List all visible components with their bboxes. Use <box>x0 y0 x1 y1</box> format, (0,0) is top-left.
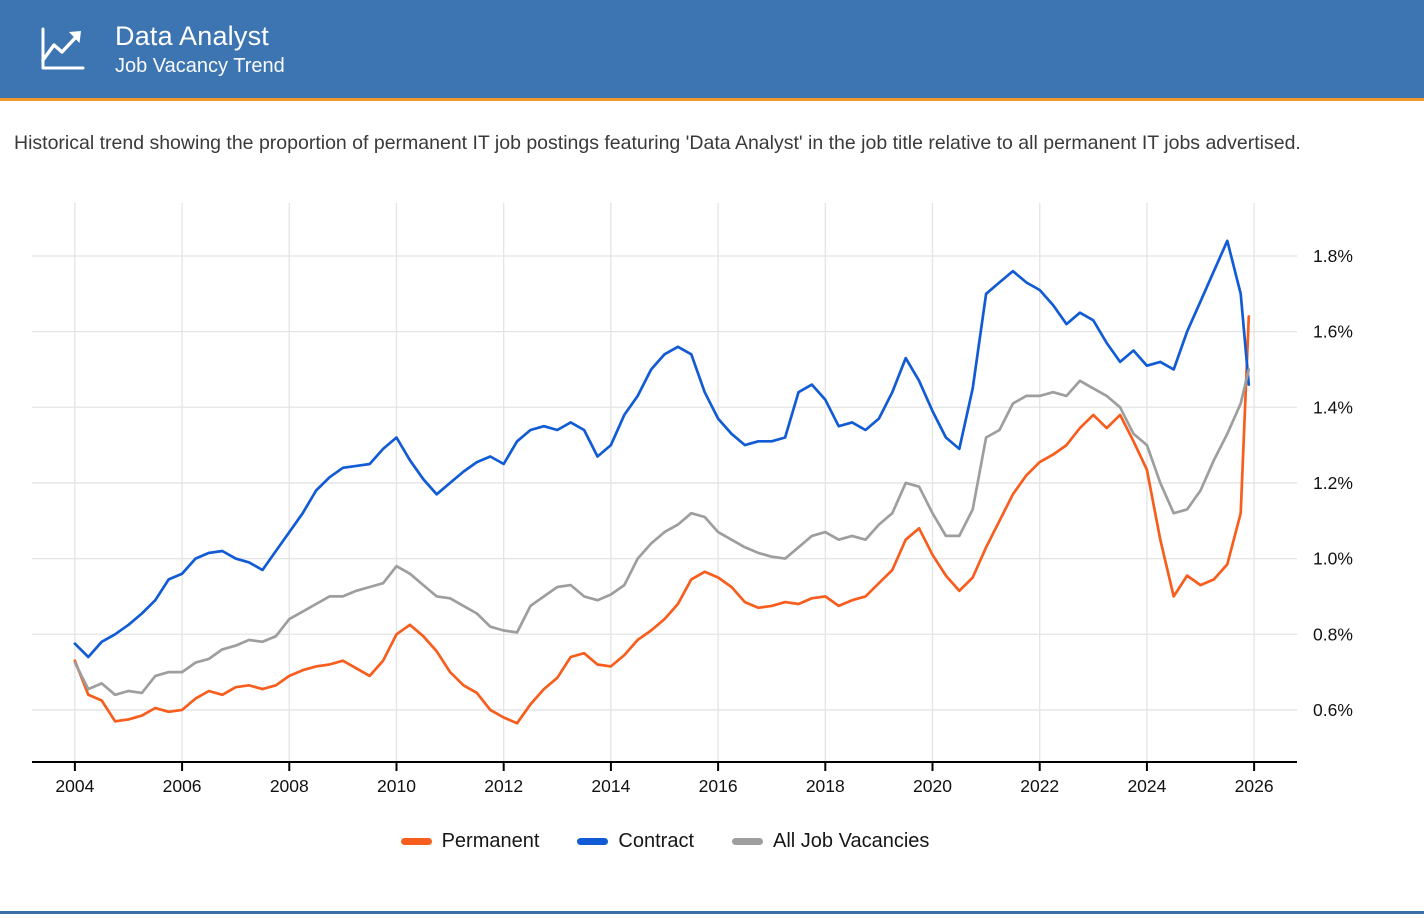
page-header: Data Analyst Job Vacancy Trend <box>0 0 1424 101</box>
x-tick-label: 2006 <box>163 776 202 794</box>
legend-item-all-vacancies[interactable]: All Job Vacancies <box>732 830 929 853</box>
x-tick-label: 2018 <box>806 776 845 794</box>
legend-item-permanent[interactable]: Permanent <box>400 830 540 853</box>
legend-label: All Job Vacancies <box>773 830 930 852</box>
y-tick-label: 0.8% <box>1313 624 1353 644</box>
vacancy-trend-chart[interactable]: 2004 2006 2008 2010 2012 2014 2016 2018 2020 2022… <box>0 194 1424 794</box>
legend-label: Contract <box>618 830 695 852</box>
legend-item-contract[interactable]: Contract <box>577 830 694 853</box>
x-tick-label: 2020 <box>913 776 952 794</box>
legend-label: Permanent <box>441 830 540 852</box>
x-tick-label: 2016 <box>699 776 738 794</box>
y-tick-label: 0.6% <box>1313 700 1353 720</box>
y-tick-label: 1.0% <box>1313 549 1353 569</box>
trend-line-arrow-icon <box>41 27 85 70</box>
x-tick-label: 2024 <box>1127 776 1166 794</box>
x-tick-label: 2014 <box>591 776 630 794</box>
x-tick-label: 2026 <box>1235 776 1274 794</box>
x-tick-label: 2004 <box>55 776 94 794</box>
chart-container[interactable]: 2004 2006 2008 2010 2012 2014 2016 2018 2020 2022… <box>0 194 1424 794</box>
y-tick-label: 1.4% <box>1313 397 1353 417</box>
footer-accent-bar <box>0 911 1424 914</box>
y-tick-label: 1.2% <box>1313 473 1353 493</box>
x-tick-label: 2008 <box>270 776 309 794</box>
all-vacancies-swatch-icon <box>732 838 764 845</box>
x-tick-label: 2012 <box>484 776 523 794</box>
page-subtitle: Job Vacancy Trend <box>115 55 285 78</box>
header-text: Data Analyst Job Vacancy Trend <box>115 20 285 78</box>
x-tick-label: 2022 <box>1020 776 1059 794</box>
chart-legend: Permanent Contract All Job Vacancies <box>0 830 1330 853</box>
permanent-swatch-icon <box>400 838 432 845</box>
y-tick-label: 1.8% <box>1313 246 1353 266</box>
chart-description: Historical trend showing the proportion … <box>14 132 1301 154</box>
page-title: Data Analyst <box>115 20 269 51</box>
contract-swatch-icon <box>577 838 609 845</box>
x-tick-label: 2010 <box>377 776 416 794</box>
y-tick-label: 1.6% <box>1313 322 1353 342</box>
